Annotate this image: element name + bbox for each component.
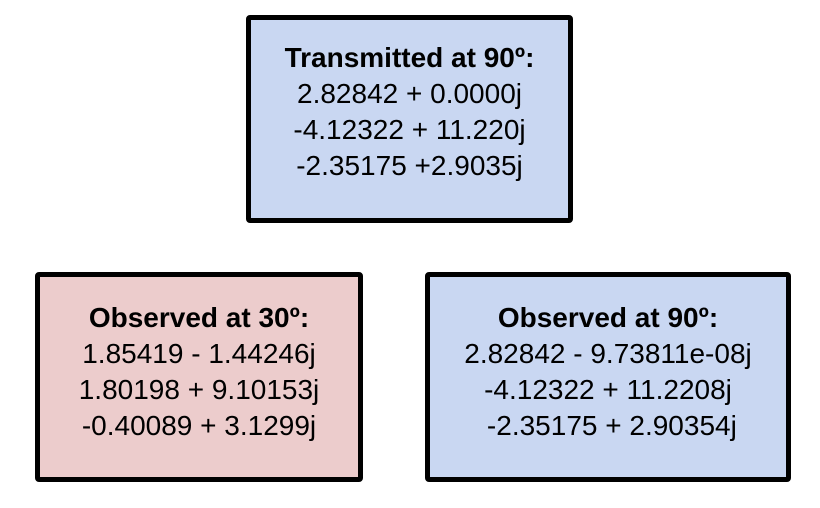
observed-90-title: Observed at 90º: [497, 302, 719, 333]
observed-30-value-3: -0.40089 + 3.1299j [81, 410, 317, 441]
observed-at-30-box: Observed at 30º: 1.85419 - 1.44246j 1.80… [35, 272, 363, 482]
transmitted-value-2: -4.12322 + 11.220j [293, 114, 526, 145]
observed-90-value-2: -4.12322 + 11.2208j [484, 374, 732, 405]
transmitted-title: Transmitted at 90º: [284, 42, 535, 73]
observed-90-value-3: -2.35175 + 2.90354j [479, 410, 737, 441]
transmitted-value-1: 2.82842 + 0.0000j [297, 78, 522, 109]
transmitted-value-3: -2.35175 +2.9035j [296, 150, 523, 181]
transmitted-at-90-box: Transmitted at 90º: 2.82842 + 0.0000j -4… [246, 15, 573, 223]
observed-at-90-box: Observed at 90º: 2.82842 - 9.73811e-08j … [425, 272, 791, 482]
observed-30-title: Observed at 30º: [88, 302, 310, 333]
observed-30-value-2: 1.80198 + 9.10153j [78, 374, 320, 405]
observed-90-value-1: 2.82842 - 9.73811e-08j [464, 338, 752, 369]
observed-30-value-1: 1.85419 - 1.44246j [82, 338, 316, 369]
